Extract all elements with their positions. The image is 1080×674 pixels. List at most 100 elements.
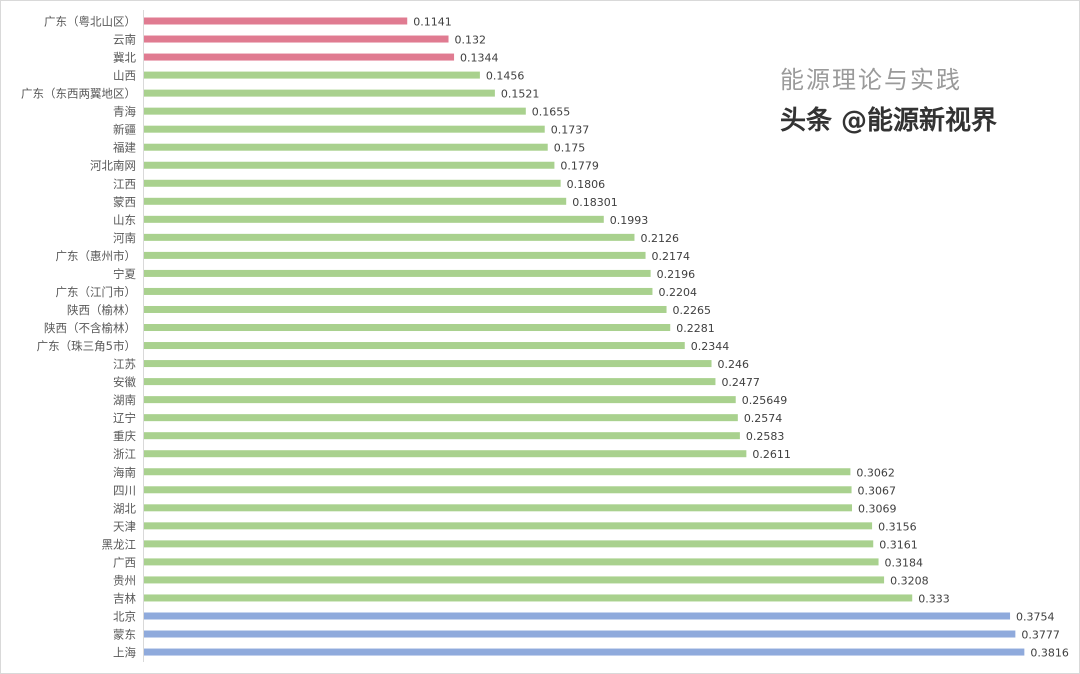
category-label: 蒙东 (113, 628, 136, 642)
category-label: 河南 (113, 231, 136, 245)
data-label: 0.1456 (486, 70, 524, 83)
category-label: 天津 (113, 519, 136, 533)
bar (144, 468, 851, 476)
category-label: 广东（惠州市） (56, 249, 137, 263)
category-label: 重庆 (113, 429, 136, 443)
category-label: 黑龙江 (102, 537, 137, 551)
bar (144, 269, 651, 277)
data-label: 0.3156 (878, 520, 917, 533)
category-label: 湖南 (113, 393, 136, 407)
category-label: 广西 (113, 555, 136, 569)
bar (144, 396, 736, 404)
category-label: 辽宁 (113, 411, 136, 425)
bar (144, 143, 548, 151)
data-label: 0.2265 (673, 304, 712, 317)
data-label: 0.2574 (744, 412, 783, 425)
category-label: 福建 (113, 141, 136, 155)
category-label: 贵州 (113, 573, 136, 587)
category-label: 云南 (113, 33, 136, 47)
bar (144, 540, 874, 548)
bar (144, 576, 885, 584)
bar (144, 630, 1016, 638)
category-label: 山西 (113, 69, 136, 83)
bar (144, 360, 712, 368)
data-label: 0.1779 (560, 160, 599, 173)
bar (144, 432, 740, 440)
bar (144, 161, 555, 169)
bar (144, 53, 455, 61)
category-label: 广东（珠三角5市） (37, 339, 136, 353)
bar (144, 233, 635, 241)
watermark-wechat: 能源理论与实践 (780, 66, 962, 94)
data-label: 0.25649 (742, 394, 788, 407)
watermark-toutiao: 头条 @能源新视界 (780, 106, 998, 136)
bar (144, 287, 653, 295)
bar (144, 305, 667, 313)
category-label: 陕西（榆林） (67, 303, 136, 317)
category-label: 河北南网 (90, 159, 136, 173)
category-label: 宁夏 (113, 267, 136, 281)
data-label: 0.1521 (501, 88, 540, 101)
data-label: 0.3069 (858, 502, 897, 515)
bar (144, 71, 480, 79)
category-label: 北京 (113, 609, 136, 623)
bar (144, 378, 716, 386)
data-label: 0.2174 (652, 250, 691, 263)
data-label: 0.3161 (879, 538, 918, 551)
bar (144, 648, 1025, 656)
bar (144, 179, 561, 187)
data-label: 0.3208 (890, 574, 929, 587)
data-label: 0.1993 (610, 214, 649, 227)
data-label: 0.3754 (1016, 610, 1055, 623)
category-label: 江苏 (113, 357, 136, 371)
bar (144, 594, 913, 602)
category-label: 湖北 (113, 501, 136, 515)
bar (144, 215, 604, 223)
data-label: 0.246 (718, 358, 750, 371)
data-label: 0.2281 (676, 322, 715, 335)
data-label: 0.333 (918, 592, 950, 605)
data-label: 0.1806 (567, 178, 606, 191)
data-label: 0.3816 (1030, 647, 1069, 660)
data-label: 0.1655 (532, 106, 571, 119)
bar (144, 450, 747, 458)
category-label: 四川 (113, 483, 136, 497)
category-label: 浙江 (113, 447, 136, 461)
data-label: 0.1737 (551, 124, 590, 137)
category-label: 青海 (113, 105, 136, 119)
bar (144, 414, 738, 422)
bar (144, 251, 646, 259)
bar (144, 35, 449, 43)
category-label: 上海 (113, 646, 136, 660)
bar (144, 612, 1011, 620)
data-label: 0.1344 (460, 52, 499, 65)
category-label: 广东（江门市） (56, 285, 137, 299)
data-label: 0.2611 (752, 448, 791, 461)
category-label: 江西 (113, 177, 136, 191)
data-label: 0.1141 (413, 16, 452, 29)
data-label: 0.2583 (746, 430, 785, 443)
bar (144, 89, 495, 97)
data-label: 0.2126 (640, 232, 679, 245)
category-label: 山东 (113, 213, 136, 227)
data-label: 0.3067 (858, 484, 897, 497)
bar (144, 324, 671, 332)
category-label: 陕西（不含榆林） (44, 321, 136, 335)
data-label: 0.3062 (856, 466, 895, 479)
data-label: 0.2477 (721, 376, 760, 389)
data-label: 0.175 (554, 142, 586, 155)
bar (144, 504, 853, 512)
data-label: 0.2344 (691, 340, 730, 353)
bar (144, 17, 408, 25)
data-label: 0.18301 (572, 196, 618, 209)
bar (144, 342, 685, 350)
category-label: 广东（东西两翼地区） (21, 87, 136, 101)
bar (144, 558, 879, 566)
data-label: 0.2196 (657, 268, 696, 281)
category-label: 新疆 (113, 123, 136, 137)
data-label: 0.3777 (1021, 629, 1060, 642)
category-label: 蒙西 (113, 195, 136, 209)
bar (144, 486, 852, 494)
category-label: 广东（粤北山区） (44, 15, 136, 29)
